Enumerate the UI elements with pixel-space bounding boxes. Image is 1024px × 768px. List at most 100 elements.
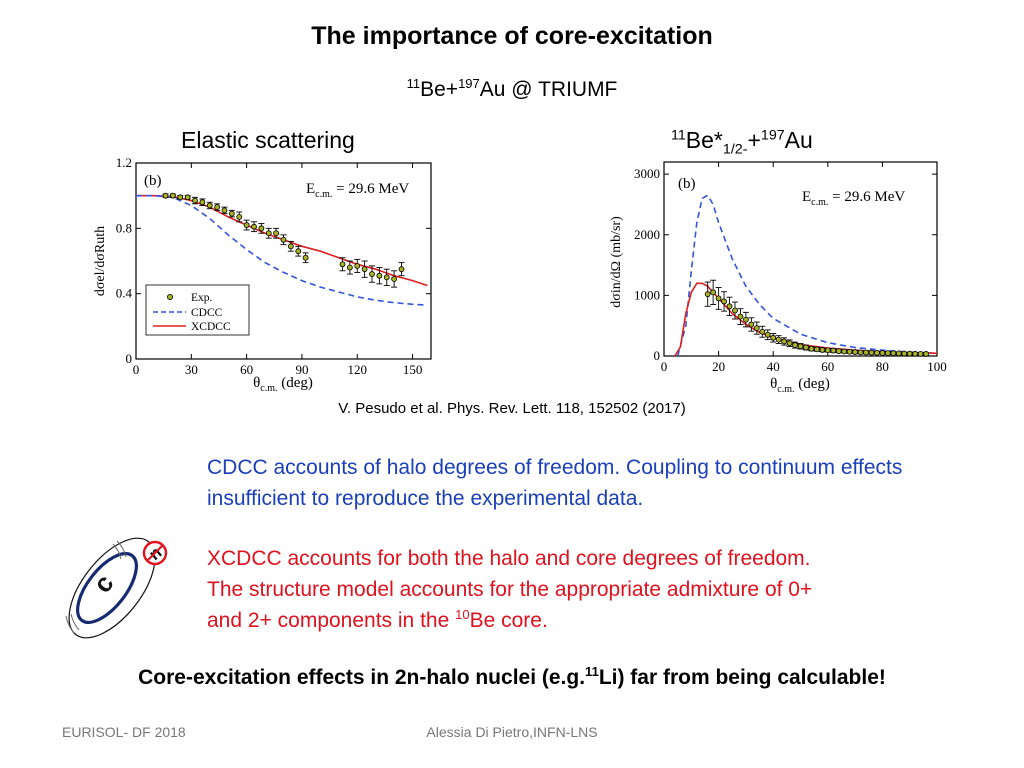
elastic-chart: 0 30 60 90 120 150 0 0.4 0.8 1.2 (b) Ec.m. = 29.6… bbox=[86, 155, 436, 395]
xcdcc-line-3-mass: 10 bbox=[455, 607, 470, 622]
x-tick-label: 20 bbox=[712, 359, 725, 374]
exp-data-point bbox=[162, 192, 169, 199]
xcdcc-paragraph: XCDCC accounts for both the halo and cor… bbox=[207, 543, 997, 636]
x-tick-label: 60 bbox=[821, 359, 834, 374]
exp-data-point bbox=[890, 350, 897, 357]
core-ellipse bbox=[76, 552, 138, 624]
chart-frame bbox=[135, 162, 432, 360]
exp-data-point bbox=[354, 263, 361, 269]
exp-data-point bbox=[221, 207, 228, 214]
exp-data-point bbox=[917, 350, 924, 357]
y-tick-label: 2000 bbox=[634, 227, 660, 242]
exp-data-point bbox=[819, 347, 826, 353]
y-tick-label: 0.4 bbox=[116, 286, 133, 301]
exp-data-point bbox=[835, 348, 842, 355]
exp-data-point bbox=[781, 338, 788, 345]
conclusion-pre: Core-excitation effects in 2n-halo nucle… bbox=[138, 666, 586, 689]
exp-data-point bbox=[841, 348, 848, 355]
exp-data-point bbox=[770, 334, 777, 341]
exp-data-point bbox=[383, 274, 390, 281]
right-label-mass-au: 197 bbox=[760, 127, 785, 144]
exp-data-point bbox=[287, 243, 294, 250]
y-axis-label: dσel/dσRuth bbox=[93, 226, 108, 296]
cdcc-paragraph: CDCC accounts of halo degrees of freedom… bbox=[207, 456, 903, 510]
exp-data-point bbox=[721, 298, 727, 305]
exp-data-point bbox=[228, 210, 235, 217]
slide-title: The importance of core-excitation bbox=[311, 22, 713, 50]
right-label-mass-be: 11 bbox=[671, 127, 686, 144]
exp-data-point bbox=[753, 325, 760, 332]
vibration-arc bbox=[112, 543, 122, 560]
exp-data-point bbox=[265, 230, 272, 237]
exp-data-point bbox=[243, 222, 250, 228]
exp-data-point bbox=[391, 276, 398, 282]
exp-data-point bbox=[726, 303, 733, 310]
exp-data-point bbox=[797, 343, 804, 350]
exp-data-point bbox=[884, 350, 891, 356]
exp-data-point bbox=[369, 271, 375, 277]
exp-data-point bbox=[184, 194, 191, 201]
footer-conference: EURISOL- DF 2018 bbox=[62, 724, 186, 740]
right-label-sub: 1/2- bbox=[722, 141, 748, 158]
conclusion-post: Li) far from being calculable! bbox=[598, 666, 886, 689]
panel-label: (b) bbox=[144, 173, 162, 189]
exp-data-point bbox=[786, 340, 793, 347]
x-tick-label: 100 bbox=[927, 359, 947, 374]
subtitle-be: Be+ bbox=[420, 78, 459, 101]
cdcc-curve bbox=[676, 194, 938, 357]
exp-data-point bbox=[874, 349, 880, 356]
halo-outline bbox=[68, 537, 156, 639]
x-tick-label: 90 bbox=[295, 362, 308, 377]
conclusion-mass: 11 bbox=[585, 664, 599, 679]
y-tick-label: 0.8 bbox=[116, 220, 132, 235]
elastic-scattering-label: Elastic scattering bbox=[181, 127, 355, 153]
legend-xcdcc-label: XCDCC bbox=[191, 321, 231, 333]
exp-data-point bbox=[732, 307, 738, 314]
x-tick-label: 60 bbox=[240, 362, 253, 377]
exp-data-point bbox=[846, 348, 853, 355]
xcdcc-line-2: The structure model accounts for the app… bbox=[207, 578, 813, 601]
subtitle-mass-be: 11 bbox=[406, 76, 421, 91]
exp-data-point bbox=[169, 192, 176, 199]
exp-data-point bbox=[273, 230, 280, 237]
exp-data-point bbox=[295, 248, 302, 255]
x-tick-label: 120 bbox=[348, 362, 368, 377]
y-tick-label: 0 bbox=[654, 348, 661, 363]
exp-data-point bbox=[759, 328, 766, 335]
xcdcc-line-3: and 2+ components in the 10Be core. bbox=[207, 605, 997, 636]
exp-data-point bbox=[863, 349, 869, 356]
exp-data-point bbox=[775, 336, 782, 343]
neutron-strike bbox=[146, 544, 164, 562]
exp-data-point bbox=[704, 291, 711, 298]
exp-data-point bbox=[901, 350, 908, 357]
exp-data-point bbox=[339, 261, 346, 268]
exp-data-point bbox=[710, 289, 717, 296]
subtitle-au: Au @ TRIUMF bbox=[479, 78, 618, 101]
x-tick-label: 0 bbox=[133, 362, 140, 377]
exp-data-point bbox=[857, 349, 864, 356]
x-tick-label: 30 bbox=[185, 362, 198, 377]
y-tick-label: 1.2 bbox=[116, 155, 132, 170]
exp-data-point bbox=[280, 236, 287, 243]
exp-data-point bbox=[868, 349, 875, 356]
energy-annotation: Ec.m. = 29.6 MeV bbox=[306, 181, 409, 200]
citation: V. Pesudo et al. Phys. Rev. Lett. 118, 1… bbox=[338, 400, 686, 417]
exp-data-point bbox=[302, 254, 309, 261]
vibration-arc bbox=[70, 613, 80, 631]
subtitle-mass-au: 197 bbox=[458, 76, 480, 91]
vibration-arc bbox=[116, 540, 127, 558]
y-tick-label: 3000 bbox=[634, 166, 660, 181]
exp-data-point bbox=[852, 349, 859, 355]
y-axis-label: dσin/dΩ (mb/sr) bbox=[609, 216, 624, 308]
halo-nucleus-icon: c n bbox=[65, 537, 168, 639]
y-tick-label: 0 bbox=[126, 351, 133, 366]
right-label-au: Au bbox=[784, 127, 813, 153]
vibration-arc bbox=[65, 615, 75, 634]
exp-data-point bbox=[236, 214, 243, 220]
exp-data-point bbox=[361, 266, 368, 273]
exp-data-point bbox=[376, 272, 383, 279]
legend-exp-label: Exp. bbox=[191, 292, 213, 304]
exp-data-point bbox=[715, 295, 722, 302]
exp-data-point bbox=[206, 202, 213, 209]
